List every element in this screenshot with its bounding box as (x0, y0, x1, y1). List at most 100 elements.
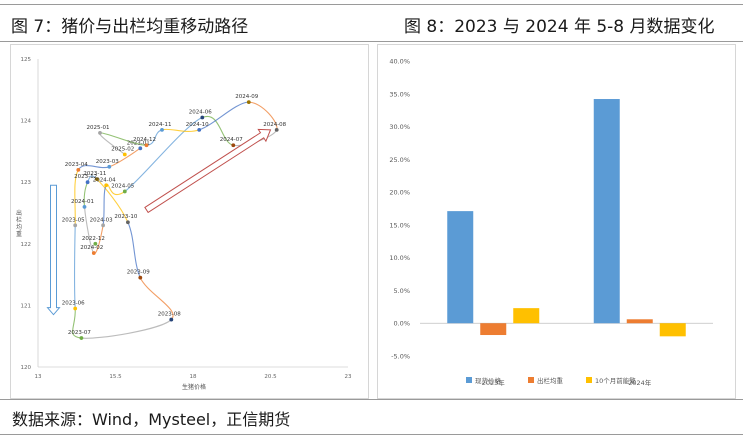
point-label: 2023-10 (114, 214, 137, 220)
point-label: 2024-11 (149, 122, 172, 128)
y-tick-label: 5.0% (393, 287, 410, 295)
point-label: 2023-07 (68, 330, 91, 336)
point-label: 2023-06 (62, 300, 85, 306)
y-tick-label: 25.0% (389, 156, 410, 164)
figure-7-title: 图 7：猪价与出栏均重移动路径 (11, 17, 249, 37)
point-label: 2024-08 (263, 122, 286, 128)
path-segment (161, 128, 200, 132)
bar (480, 323, 507, 336)
point-label: 2023-01 (127, 140, 150, 146)
scatter-point (76, 167, 81, 172)
x-tick-label: 20.5 (264, 374, 277, 380)
path-segment (102, 184, 107, 226)
point-label: 2022-12 (82, 236, 105, 242)
legend-label: 10个月前能繁 (595, 376, 636, 385)
scatter-point (104, 183, 109, 188)
trend-arrows (46, 128, 272, 316)
scatter-point (274, 127, 279, 132)
scatter-point (160, 127, 164, 132)
x-tick-label: 15.5 (109, 374, 122, 380)
point-label: 2024-09 (235, 94, 258, 100)
scatter-point (73, 223, 78, 228)
scatter-point (126, 220, 130, 225)
scatter-point (79, 336, 84, 340)
point-label: 2024-03 (90, 217, 113, 223)
scatter-point (93, 241, 98, 246)
point-label: 2023-11 (83, 171, 106, 177)
point-label: 2024-01 (71, 199, 94, 205)
point-label: 2023-08 (158, 312, 181, 318)
scatter-point (82, 204, 87, 209)
scatter-point (101, 223, 105, 228)
up-arrow (144, 128, 272, 214)
data-source: 数据来源：Wind，Mysteel，正信期货 (12, 410, 291, 429)
legend-swatch (466, 377, 472, 383)
scatter-point (144, 143, 149, 148)
y-tick-label: 121 (21, 303, 32, 309)
path-segment (72, 308, 82, 339)
y-tick-label: 0.0% (393, 320, 410, 328)
scatter-point (91, 251, 96, 255)
scatter-point (138, 275, 143, 280)
point-label: 2024-06 (189, 110, 212, 116)
top-rule (0, 4, 743, 5)
point-label: 2023-05 (62, 217, 85, 223)
bar-series (447, 99, 686, 337)
y-tick-label: 15.0% (389, 221, 410, 229)
category-label: 2023年 (482, 378, 506, 387)
path-segment (146, 129, 163, 146)
scatter-point (197, 127, 202, 132)
scatter-point (98, 131, 102, 135)
figure-8-title: 图 8：2023 与 2024 年 5-8 月数据变化 (404, 17, 715, 37)
scatter-point (246, 100, 251, 105)
path-segment (74, 169, 79, 226)
path-segment (74, 225, 76, 309)
up-arrow-group (144, 128, 272, 214)
category-label: 2024年 (628, 378, 652, 387)
y-tick-label: 40.0% (389, 58, 410, 66)
scatter-point (122, 152, 127, 157)
bar-legend: 现货价格 出栏均重 10个月前能繁 (466, 376, 636, 385)
path-segment (199, 101, 249, 131)
point-label: 2023-09 (127, 270, 150, 276)
y-axis-label: 出栏均重 (16, 209, 22, 238)
bottom-rule-2 (0, 434, 743, 435)
x-tick-label: 18 (190, 374, 197, 380)
bar-axes: 40.0% 35.0% 30.0% 25.0% 20.0% 15.0% 10.0% 5.0% 0… (389, 58, 713, 387)
path-segment (248, 101, 278, 131)
scatter-chart-panel: 125 124 123 122 121 120 13 15.5 18 20.5 23 2023-01… (10, 44, 369, 399)
scatter-points: 2023-01 2023-03 2023-04 2023-05 2023-06 2023-… (62, 94, 287, 340)
y-tick-label: 122 (21, 242, 32, 248)
x-axis-label: 生猪价格 (182, 383, 206, 391)
bottom-rule-1 (0, 399, 743, 400)
y-tick-label: -5.0% (391, 353, 410, 361)
point-label: 2025-02 (111, 146, 134, 152)
point-label: 2024-12 (133, 137, 156, 143)
point-label: 2025-01 (87, 125, 110, 131)
y-tick-label: 30.0% (389, 123, 410, 131)
bar (447, 211, 474, 324)
bar (659, 323, 686, 337)
down-arrow (46, 184, 61, 316)
y-tick-label: 10.0% (389, 254, 410, 262)
path-segment (127, 222, 141, 278)
bar (593, 99, 620, 324)
bar (513, 308, 540, 324)
point-label: 2024-10 (186, 122, 209, 128)
bar (626, 319, 653, 324)
path-segment (124, 117, 203, 192)
path-segment (77, 165, 110, 171)
point-label: 2024-07 (220, 137, 243, 143)
path-segment (96, 178, 129, 223)
bar-chart-panel: 40.0% 35.0% 30.0% 25.0% 20.0% 15.0% 10.0% 5.0% 0… (377, 44, 736, 399)
title-rule (0, 41, 743, 42)
path-segment (202, 115, 234, 146)
point-label: 2023-04 (65, 162, 88, 168)
scatter-point (138, 146, 143, 151)
bar-chart: 40.0% 35.0% 30.0% 25.0% 20.0% 15.0% 10.0% 5.0% 0… (389, 58, 713, 387)
point-label: 2024-02 (80, 245, 103, 251)
y-tick-label: 125 (21, 57, 32, 63)
y-tick-label: 120 (21, 365, 32, 371)
legend-label: 现货价格 (475, 376, 502, 385)
point-label: 2023-12 (74, 174, 97, 180)
